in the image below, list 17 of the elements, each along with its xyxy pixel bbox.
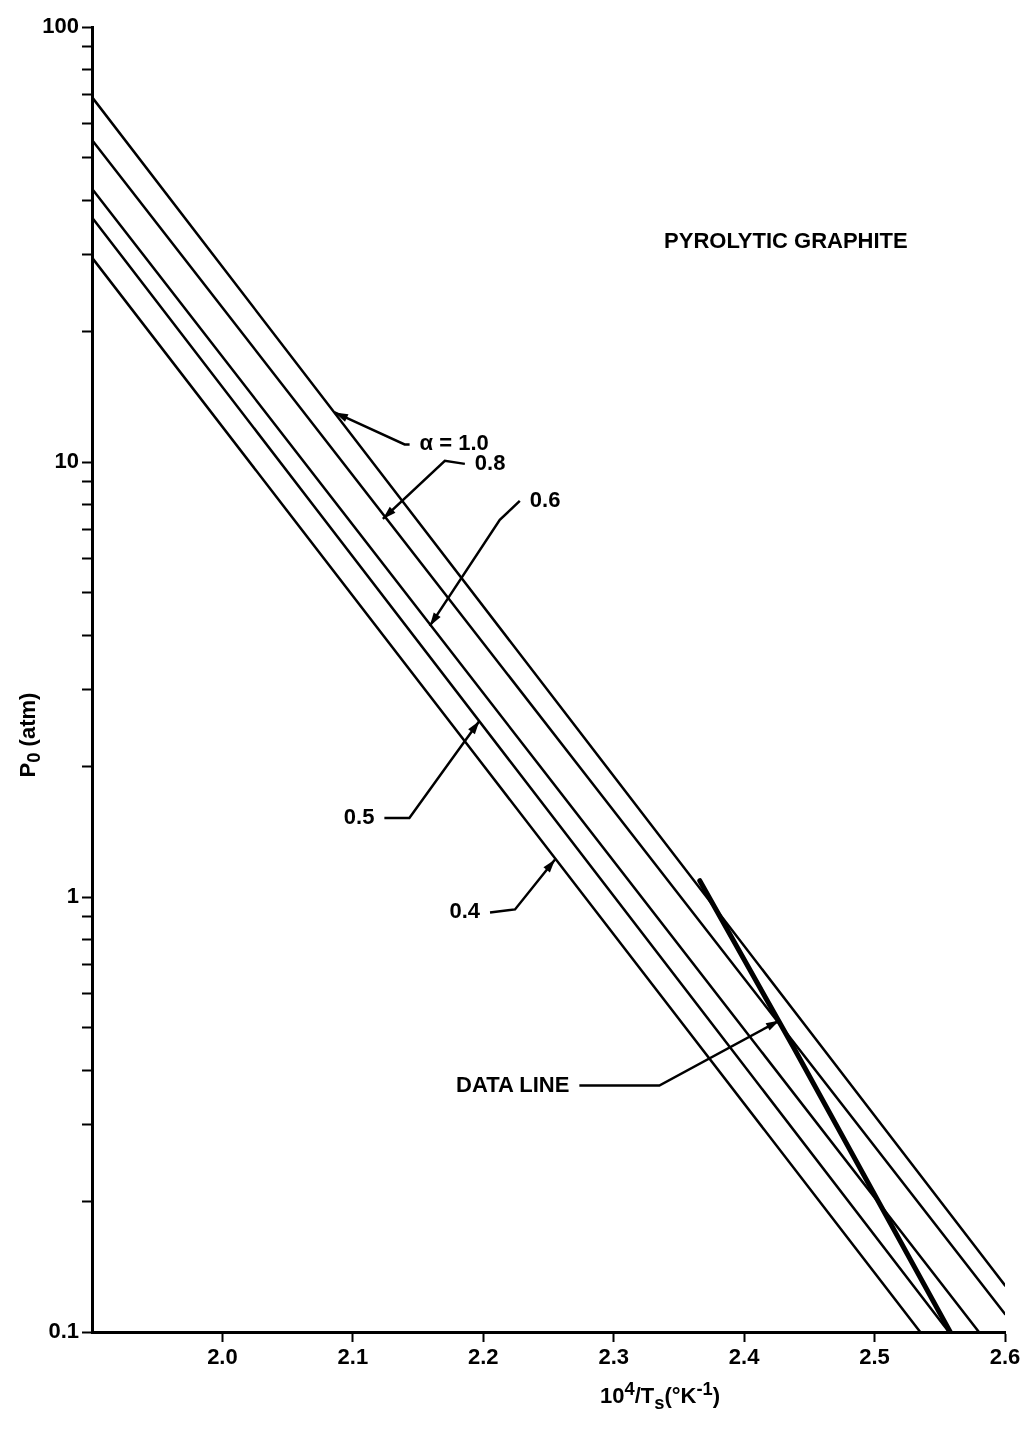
x-tick-label: 2.0 bbox=[207, 1344, 238, 1370]
y-tick-label: 1 bbox=[66, 883, 79, 909]
x-tick-label: 2.4 bbox=[728, 1344, 761, 1370]
annotation: PYROLYTIC GRAPHITE bbox=[664, 228, 908, 254]
x-tick-label: 2.6 bbox=[989, 1344, 1021, 1370]
annotation: 0.6 bbox=[529, 486, 561, 512]
x-tick-label: 2.1 bbox=[337, 1344, 369, 1370]
annotation: 0.5 bbox=[343, 803, 375, 829]
x-tick-label: 2.3 bbox=[598, 1344, 630, 1370]
x-tick-label: 2.5 bbox=[859, 1344, 890, 1370]
x-tick-label: 2.2 bbox=[467, 1344, 499, 1370]
y-tick-label: 10 bbox=[54, 448, 79, 474]
y-tick-label: 0.1 bbox=[48, 1318, 79, 1344]
x-axis-title: 10$^{4}$/T$_{s}$(°K$^{-1}$) bbox=[599, 1378, 721, 1414]
y-tick-label: 100 bbox=[42, 13, 79, 39]
annotation: DATA LINE bbox=[456, 1071, 570, 1097]
annotation: 0.4 bbox=[449, 898, 481, 924]
